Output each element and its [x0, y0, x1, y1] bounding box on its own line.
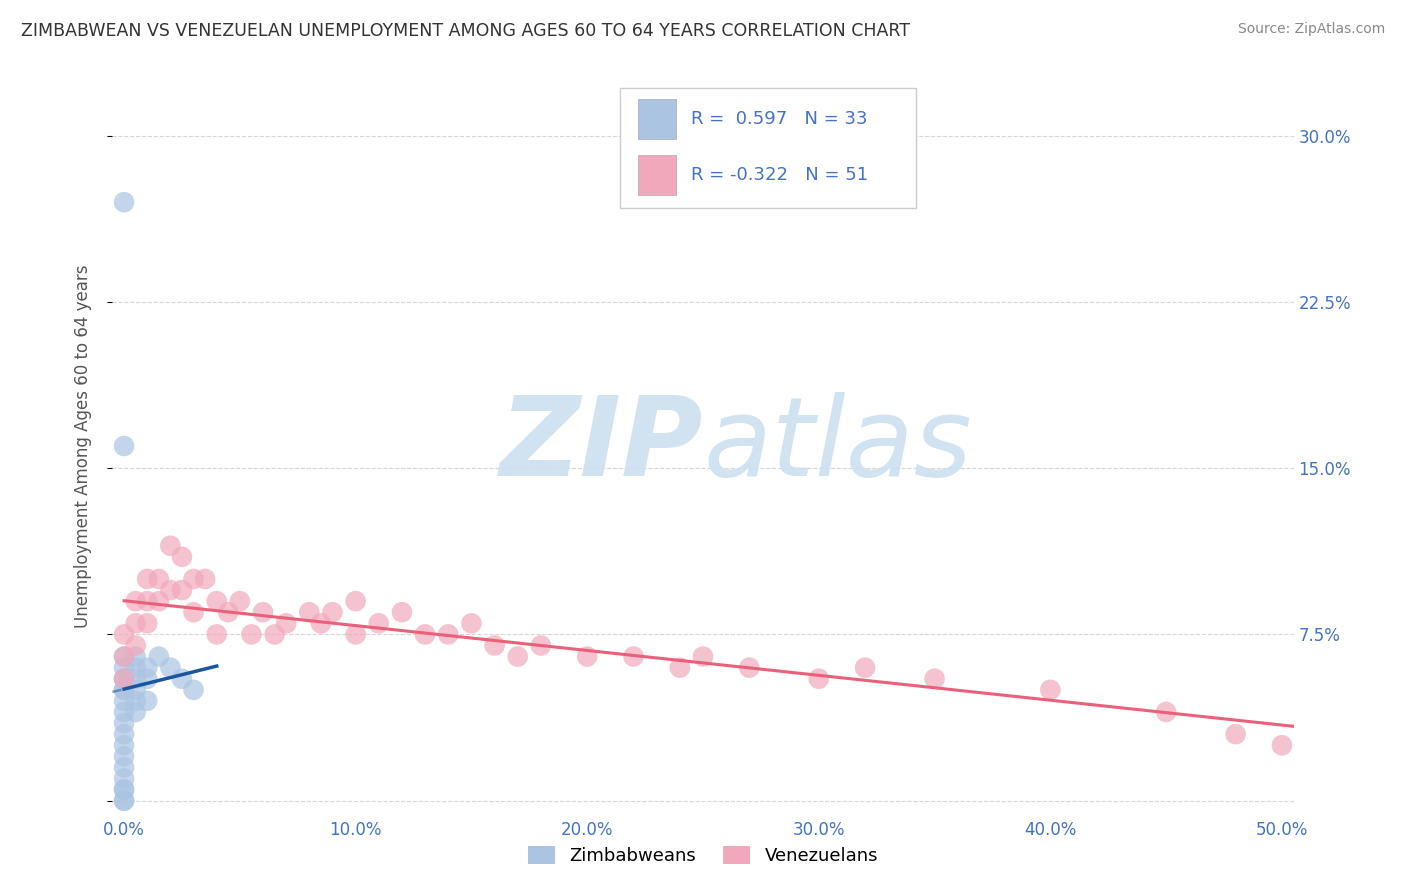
Point [112, 439, 135, 453]
Point [124, 694, 146, 708]
Point [136, 672, 159, 686]
Point [136, 616, 159, 631]
Point [159, 539, 181, 553]
Point [506, 649, 529, 664]
Point [112, 672, 135, 686]
Point [112, 794, 135, 808]
Point [183, 605, 205, 619]
Point [484, 639, 506, 653]
Text: ZIMBABWEAN VS VENEZUELAN UNEMPLOYMENT AMONG AGES 60 TO 64 YEARS CORRELATION CHAR: ZIMBABWEAN VS VENEZUELAN UNEMPLOYMENT AM… [21, 22, 910, 40]
Point [924, 672, 946, 686]
Point [437, 627, 460, 641]
Point [112, 649, 135, 664]
Point [530, 639, 553, 653]
Point [321, 605, 343, 619]
Point [183, 572, 205, 586]
Point [112, 716, 135, 731]
Point [170, 672, 193, 686]
FancyBboxPatch shape [638, 155, 676, 195]
Point [807, 672, 830, 686]
Point [692, 649, 714, 664]
Point [344, 627, 367, 641]
Text: ZIP: ZIP [499, 392, 703, 500]
Legend: Zimbabweans, Venezuelans: Zimbabweans, Venezuelans [520, 838, 886, 872]
Point [183, 682, 205, 697]
Point [159, 660, 181, 674]
Point [623, 649, 645, 664]
Point [367, 616, 389, 631]
Point [112, 649, 135, 664]
Y-axis label: Unemployment Among Ages 60 to 64 years: Unemployment Among Ages 60 to 64 years [73, 264, 91, 628]
Point [112, 772, 135, 786]
Point [252, 605, 274, 619]
Text: R =  0.597   N = 33: R = 0.597 N = 33 [692, 110, 868, 128]
Point [112, 660, 135, 674]
Point [136, 660, 159, 674]
Point [112, 738, 135, 752]
FancyBboxPatch shape [638, 99, 676, 139]
Point [276, 616, 298, 631]
Point [112, 705, 135, 719]
Point [112, 782, 135, 797]
Point [205, 627, 228, 641]
Point [112, 195, 135, 210]
Point [124, 660, 146, 674]
Point [309, 616, 332, 631]
Point [136, 594, 159, 608]
Point [112, 672, 135, 686]
Point [1154, 705, 1177, 719]
Point [136, 572, 159, 586]
Point [112, 682, 135, 697]
Point [112, 782, 135, 797]
Point [1271, 738, 1294, 752]
FancyBboxPatch shape [620, 87, 915, 209]
Point [124, 616, 146, 631]
Point [148, 594, 170, 608]
Point [576, 649, 599, 664]
Point [112, 627, 135, 641]
Point [738, 660, 761, 674]
Point [170, 549, 193, 564]
Point [112, 694, 135, 708]
Point [298, 605, 321, 619]
Point [391, 605, 413, 619]
Point [344, 594, 367, 608]
Point [159, 583, 181, 598]
Point [148, 572, 170, 586]
Point [460, 616, 482, 631]
Point [124, 594, 146, 608]
Point [217, 605, 239, 619]
Point [170, 583, 193, 598]
Point [205, 594, 228, 608]
Point [124, 705, 146, 719]
Point [194, 572, 217, 586]
Point [148, 649, 170, 664]
Point [124, 672, 146, 686]
Point [112, 727, 135, 741]
Point [112, 672, 135, 686]
Point [853, 660, 876, 674]
Text: R = -0.322   N = 51: R = -0.322 N = 51 [692, 167, 869, 185]
Point [240, 627, 263, 641]
Point [112, 760, 135, 774]
Point [136, 694, 159, 708]
Point [112, 682, 135, 697]
Point [229, 594, 252, 608]
Point [124, 649, 146, 664]
Text: atlas: atlas [703, 392, 972, 500]
Point [112, 794, 135, 808]
Point [124, 682, 146, 697]
Text: Source: ZipAtlas.com: Source: ZipAtlas.com [1237, 22, 1385, 37]
Point [112, 749, 135, 764]
Point [1039, 682, 1062, 697]
Point [1225, 727, 1247, 741]
Point [413, 627, 436, 641]
Point [669, 660, 692, 674]
Point [263, 627, 285, 641]
Point [124, 639, 146, 653]
